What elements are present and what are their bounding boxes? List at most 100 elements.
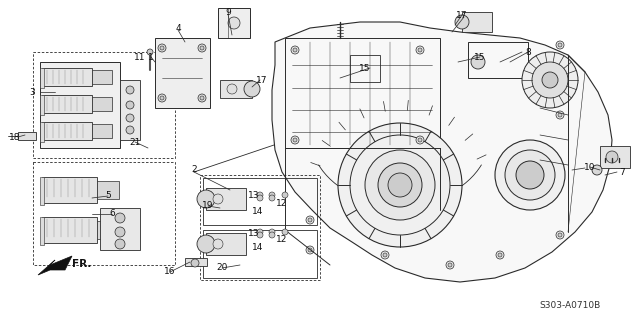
Circle shape [200,96,204,100]
Circle shape [556,111,564,119]
Circle shape [198,44,206,52]
Circle shape [556,41,564,49]
Bar [92,97,112,111]
Circle shape [198,94,206,102]
Text: 14: 14 [252,207,264,217]
Circle shape [308,218,312,222]
Circle shape [269,229,275,235]
Text: 5: 5 [105,191,111,201]
Bar [40,217,44,245]
Circle shape [213,239,223,249]
Circle shape [418,48,422,52]
Circle shape [115,239,125,249]
Circle shape [365,150,435,220]
Bar [92,124,112,138]
Circle shape [197,235,215,253]
Circle shape [227,84,237,94]
Text: 16: 16 [164,267,176,276]
Circle shape [308,248,312,252]
Circle shape [147,49,153,55]
Circle shape [418,138,422,142]
Bar [203,230,317,278]
Circle shape [532,62,568,98]
Bar [18,132,36,140]
Circle shape [293,138,297,142]
Circle shape [416,136,424,144]
Text: 13: 13 [248,191,260,201]
Circle shape [257,232,263,238]
Circle shape [228,17,240,29]
Bar [33,52,175,158]
Circle shape [126,126,134,134]
Text: 6: 6 [109,210,115,219]
Circle shape [306,246,314,254]
Text: 9: 9 [225,7,231,17]
Text: 13: 13 [248,228,260,237]
Bar [97,181,119,199]
Text: 7: 7 [619,167,625,177]
Circle shape [293,48,297,52]
Circle shape [383,253,387,257]
Circle shape [115,227,125,237]
Text: 19: 19 [202,201,214,210]
Text: 20: 20 [216,263,228,273]
Polygon shape [272,22,612,282]
Bar [92,70,112,84]
Circle shape [200,46,204,50]
Bar [468,42,528,78]
Text: 3: 3 [29,87,35,97]
Bar [206,233,246,255]
Circle shape [291,136,299,144]
Text: 4: 4 [175,23,181,33]
Bar [206,188,246,210]
Bar [462,12,492,32]
Bar [203,178,317,225]
Bar [200,175,320,280]
Circle shape [197,190,215,208]
Circle shape [160,46,164,50]
Text: 21: 21 [129,138,141,147]
Circle shape [158,94,166,102]
Bar [42,177,97,203]
Text: 1: 1 [148,52,154,61]
Circle shape [498,253,502,257]
Circle shape [244,81,260,97]
Circle shape [381,251,389,259]
Bar [40,95,44,115]
Bar [40,177,44,205]
Circle shape [455,15,469,29]
Bar [350,55,380,82]
Text: 17: 17 [256,76,268,84]
Circle shape [306,216,314,224]
Text: S303-A0710B: S303-A0710B [540,300,600,309]
Circle shape [471,55,485,69]
Text: 15: 15 [359,63,371,73]
Circle shape [558,233,562,237]
Circle shape [558,43,562,47]
Circle shape [282,192,288,198]
Text: FR.: FR. [72,259,92,269]
Text: 11: 11 [134,52,146,61]
Circle shape [542,72,558,88]
Bar [42,68,92,86]
Bar [42,122,92,140]
Text: 12: 12 [276,236,288,244]
Circle shape [448,263,452,267]
Polygon shape [38,256,72,275]
Circle shape [257,229,263,235]
Bar [42,95,92,113]
Circle shape [257,192,263,198]
Circle shape [213,194,223,204]
Bar [600,146,630,168]
Bar [40,68,44,88]
Circle shape [496,251,504,259]
Circle shape [126,86,134,94]
Bar [285,38,440,148]
Circle shape [282,229,288,235]
Circle shape [269,192,275,198]
Bar [120,80,140,140]
Circle shape [269,195,275,201]
Bar [218,8,250,38]
Text: 12: 12 [276,199,288,209]
Circle shape [269,232,275,238]
